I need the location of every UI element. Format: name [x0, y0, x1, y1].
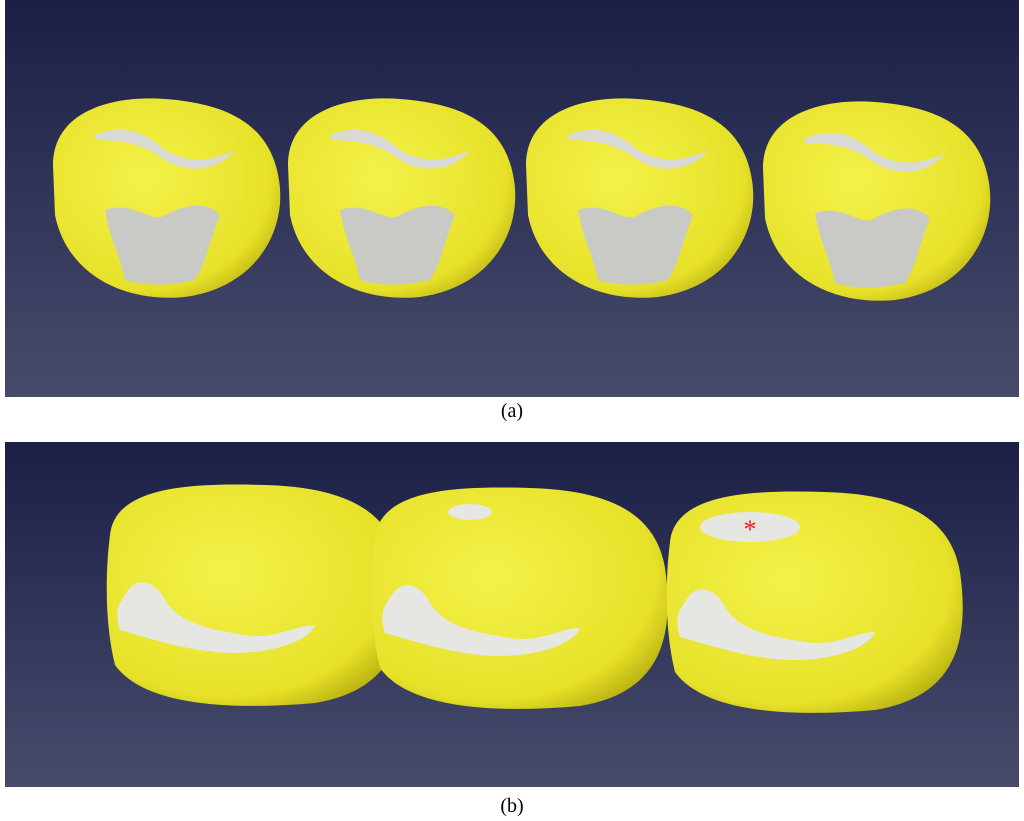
panel-caption: (a): [501, 400, 523, 422]
page: (a) * (b) (() => { const data = JSON.par…: [0, 0, 1024, 821]
tooth-render: [107, 485, 403, 706]
tooth-render: [372, 488, 668, 709]
panel-caption: (b): [500, 795, 523, 817]
tooth-render: [763, 101, 990, 300]
tooth-render: [526, 98, 753, 297]
tooth-render: [53, 98, 280, 297]
figure: (a) * (b): [0, 0, 1024, 821]
annotation-mark: *: [744, 515, 757, 544]
tooth-render: [288, 98, 515, 297]
contact-area: [448, 504, 492, 520]
